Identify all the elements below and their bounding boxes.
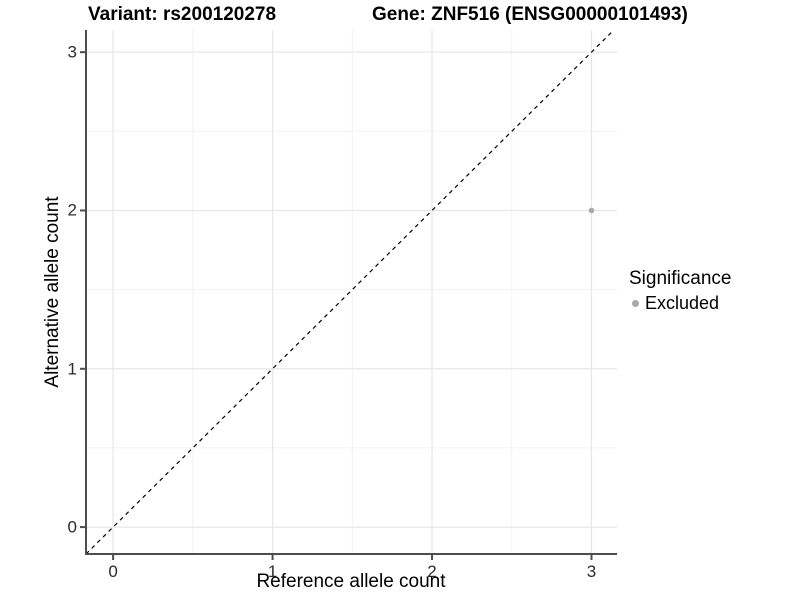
plot-title-variant: Variant: rs200120278 — [88, 4, 277, 25]
x-tick-label: 2 — [427, 562, 437, 581]
x-axis-label: Reference allele count — [256, 571, 446, 592]
legend-point-swatch — [632, 300, 639, 307]
legend-title: Significance — [629, 268, 732, 289]
y-tick-label: 0 — [67, 517, 77, 537]
y-axis-label: Alternative allele count — [42, 196, 63, 388]
legend-item-excluded: Excluded — [629, 293, 731, 314]
legend-item-label: Excluded — [645, 293, 720, 313]
x-tick-label: 3 — [586, 562, 597, 581]
x-tick-label: 1 — [267, 562, 278, 581]
y-tick-label: 2 — [67, 200, 77, 220]
data-point — [588, 207, 595, 214]
plot-title-gene: Gene: ZNF516 (ENSG00000101493) — [372, 4, 688, 25]
identity-line — [85, 29, 615, 555]
legend: Significance Excluded — [629, 268, 731, 314]
y-tick-label: 3 — [67, 42, 77, 62]
x-tick-label: 0 — [108, 562, 118, 581]
y-tick-label: 1 — [67, 359, 77, 379]
